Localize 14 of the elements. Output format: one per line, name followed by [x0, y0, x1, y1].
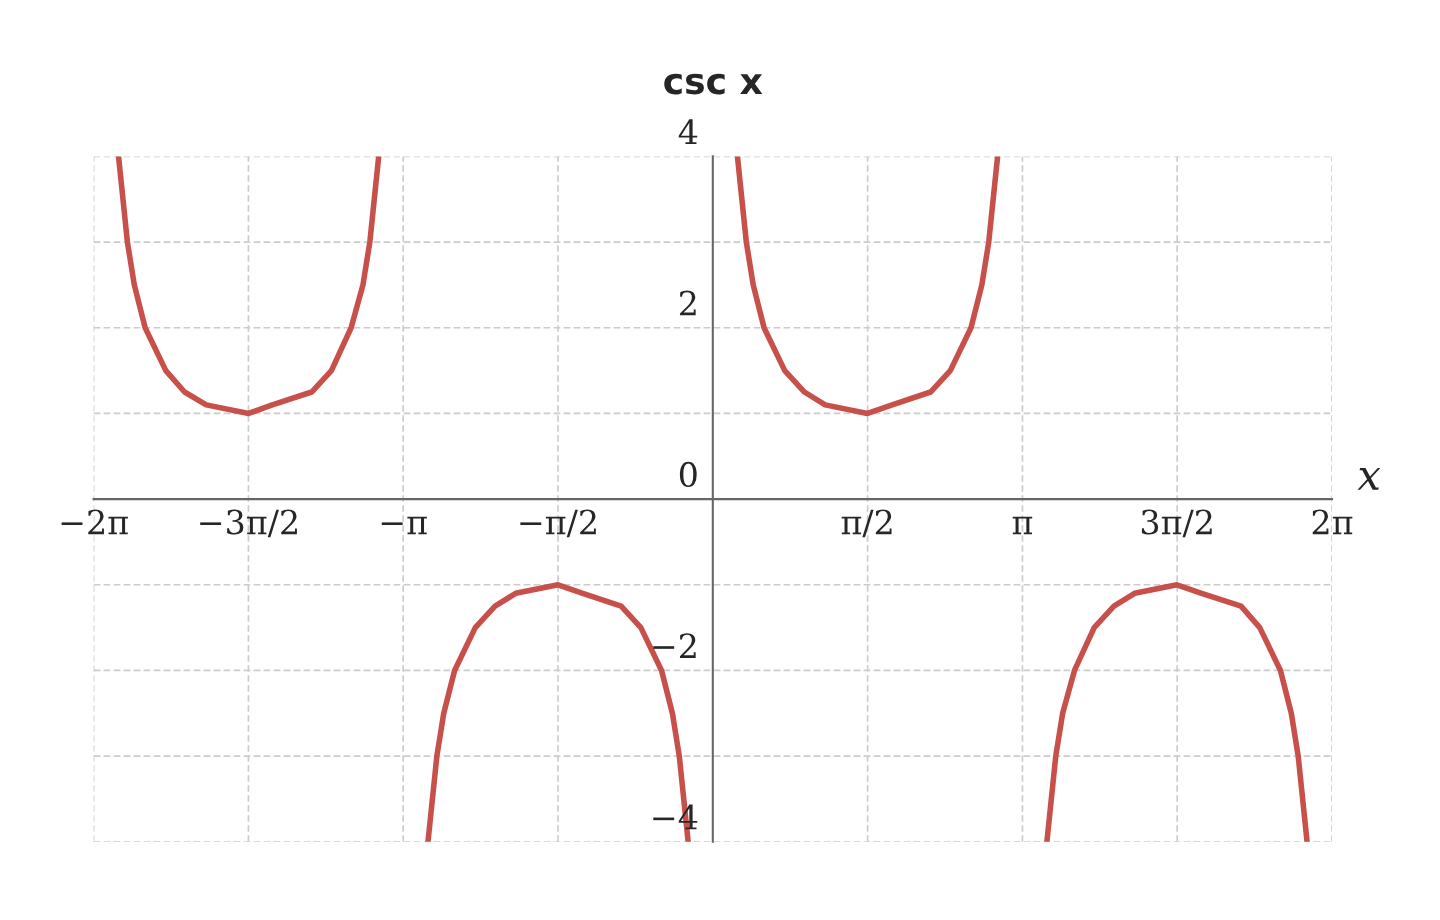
x-tick-label: π: [1012, 516, 1033, 535]
x-tick-label: −π/2: [520, 509, 596, 538]
y-tick-label: 0: [679, 461, 697, 488]
x-tick-label: −3π/2: [200, 509, 297, 538]
x-tick-label: 3π/2: [1141, 509, 1212, 538]
x-tick-label: −π: [381, 516, 427, 535]
x-tick-label: −2π: [61, 509, 128, 535]
chart-title: csc x: [664, 73, 763, 95]
x-axis-title: x: [1357, 468, 1381, 490]
y-tick-label: 4: [678, 119, 698, 144]
x-tick-label: π/2: [841, 509, 892, 538]
x-tick-label: 2π: [1312, 509, 1353, 535]
y-tick-label: 2: [679, 290, 696, 316]
y-tick-label: −2: [653, 633, 696, 658]
